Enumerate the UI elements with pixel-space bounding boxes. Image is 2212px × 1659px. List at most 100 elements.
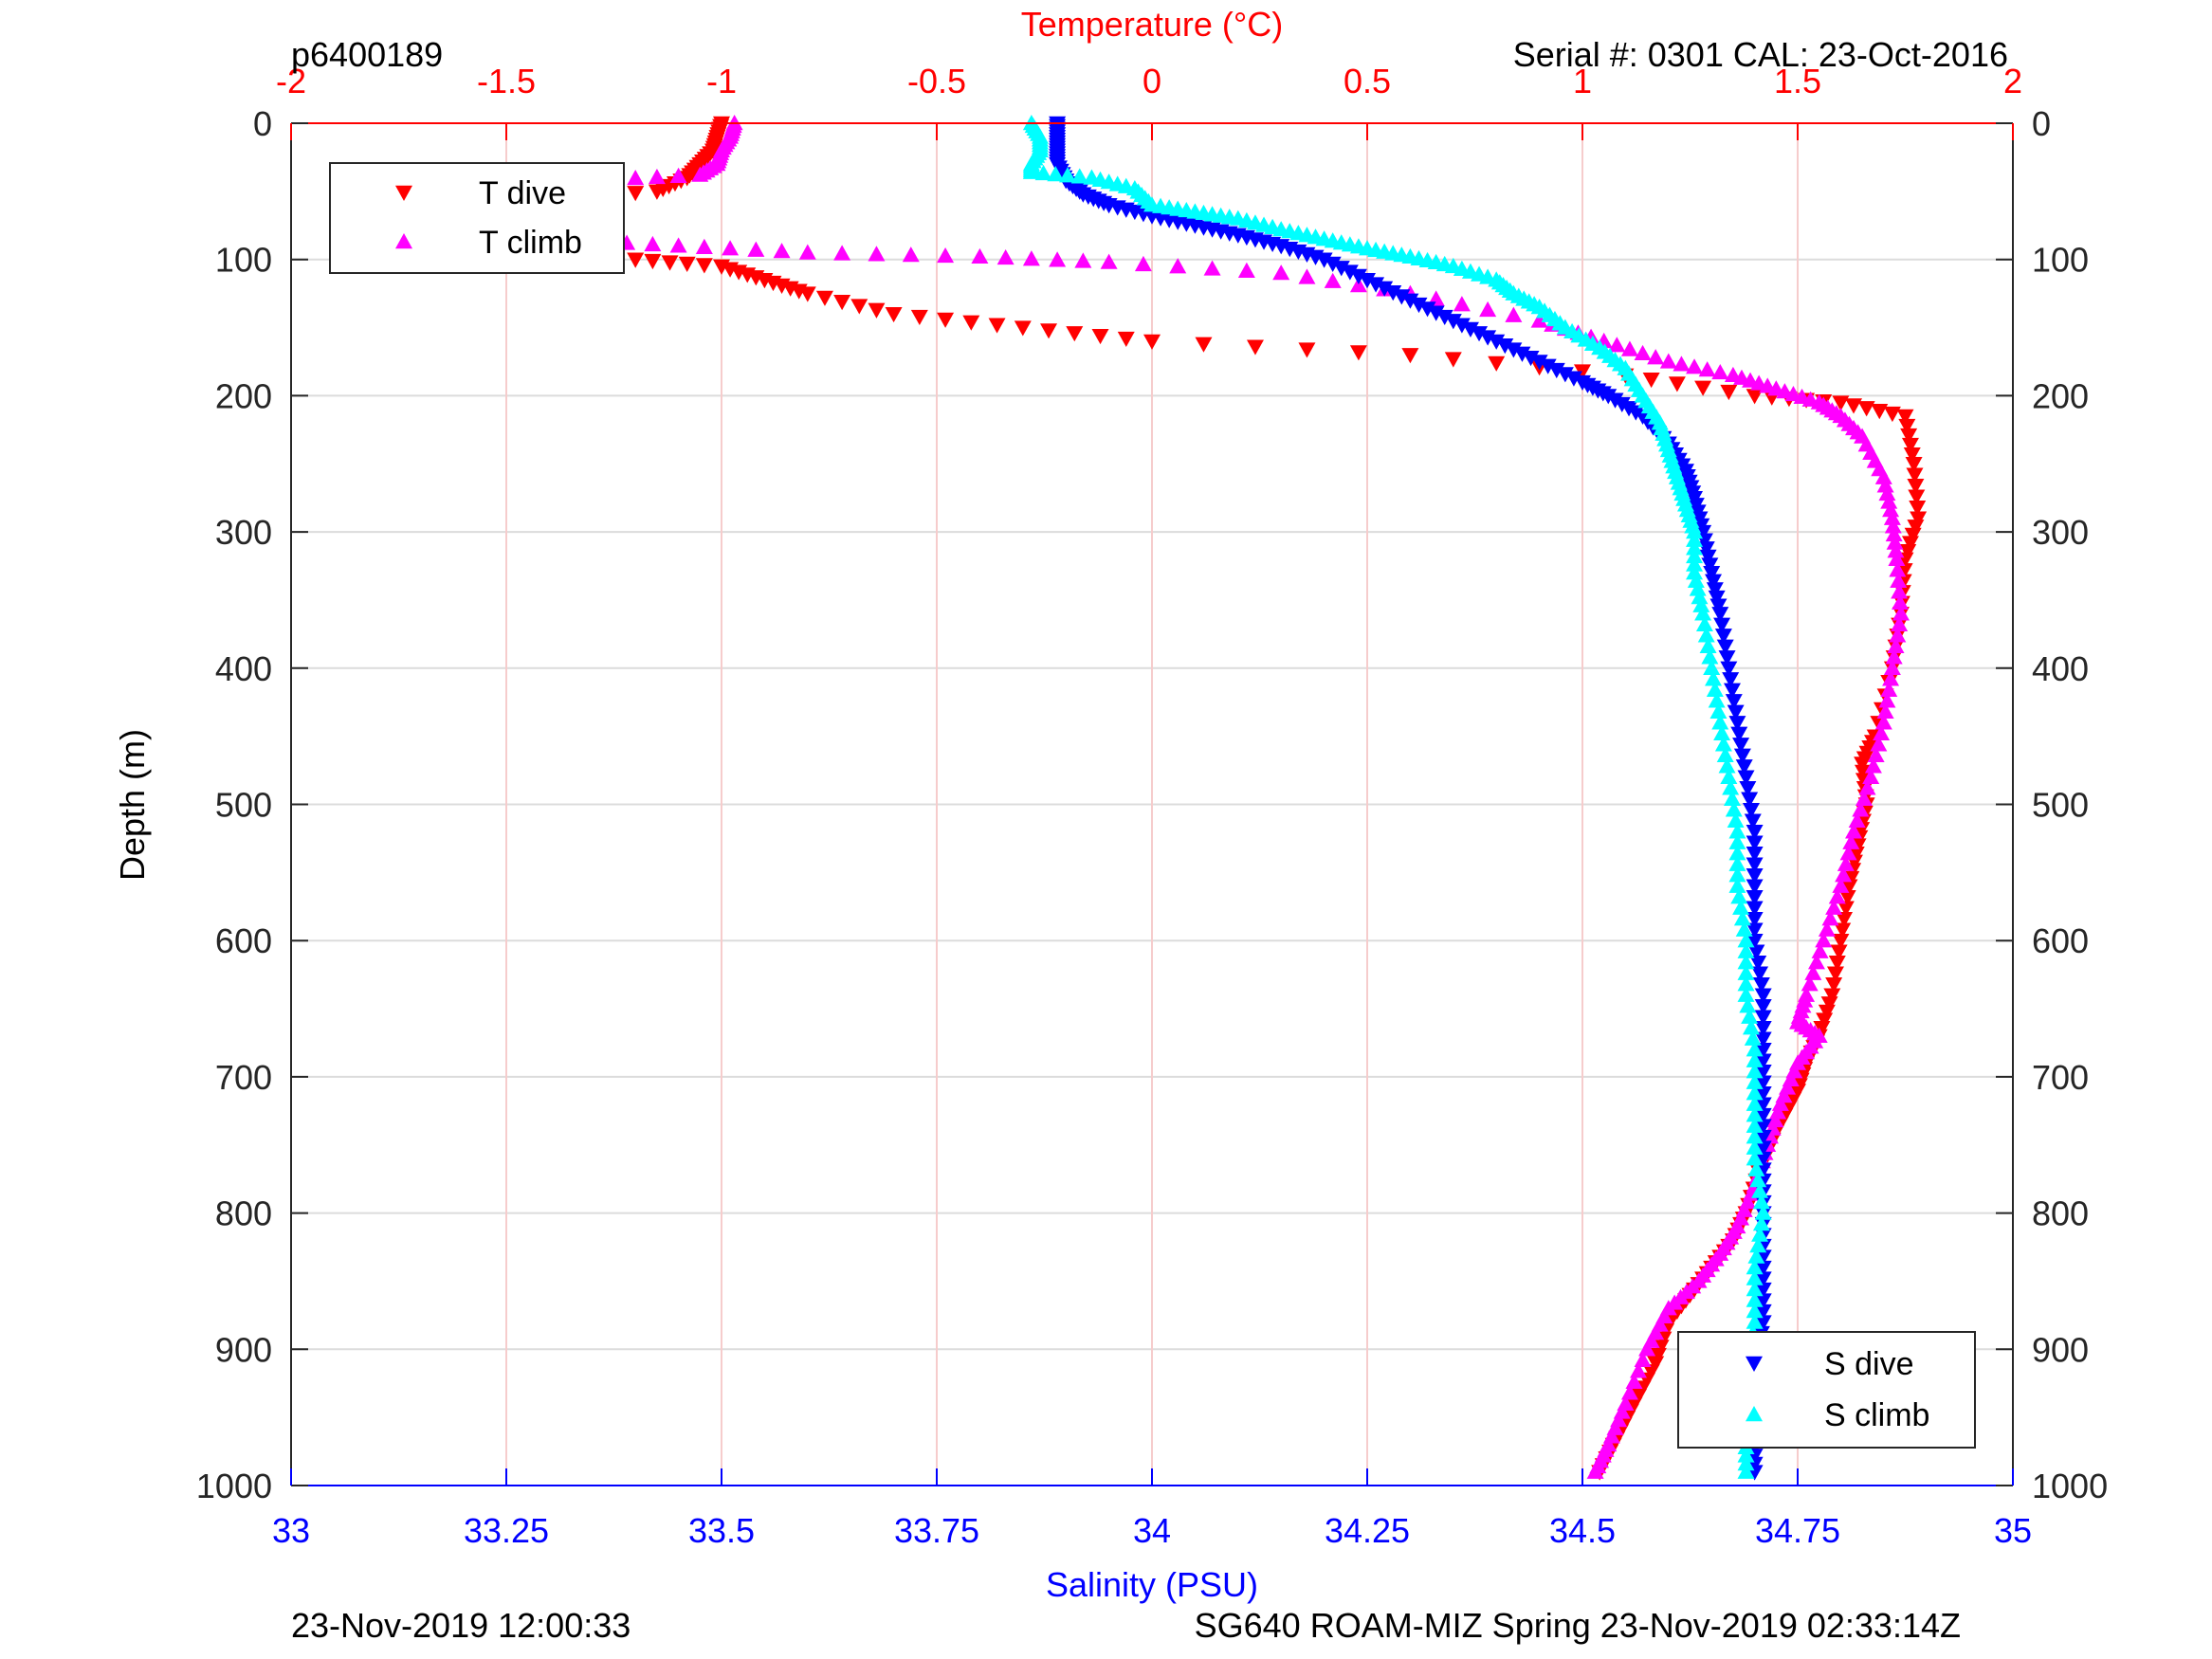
footer-right: SG640 ROAM-MIZ Spring 23-Nov-2019 02:33:… <box>1195 1606 1961 1645</box>
data-point <box>1716 746 1734 762</box>
y-tick-label-right: 300 <box>2032 513 2089 552</box>
data-point <box>1848 811 1866 828</box>
temperature-tick-label: 1 <box>1573 62 1592 100</box>
data-point <box>1479 301 1497 318</box>
data-point <box>1722 779 1740 795</box>
data-point <box>1705 670 1723 686</box>
data-point <box>1864 757 1882 774</box>
data-point <box>1723 683 1741 699</box>
data-point <box>1737 964 1755 980</box>
data-point <box>1703 566 1721 582</box>
data-point <box>1427 305 1445 321</box>
title-right: Serial #: 0301 CAL: 23-Oct-2016 <box>1513 35 2008 74</box>
data-point <box>1728 866 1746 883</box>
data-point <box>798 286 816 302</box>
data-point <box>1709 598 1728 614</box>
data-point <box>1298 342 1316 358</box>
data-point <box>1874 468 1892 484</box>
data-point <box>695 238 713 254</box>
data-point <box>678 256 696 273</box>
data-point <box>1725 694 1743 710</box>
legend-marker <box>1746 1356 1763 1372</box>
data-point <box>1444 352 1462 368</box>
data-point <box>1801 975 1819 992</box>
data-point <box>1673 356 1691 372</box>
data-point <box>1014 320 1032 337</box>
data-point <box>1720 768 1738 784</box>
data-point <box>1720 384 1738 401</box>
y-tick-label-left: 300 <box>215 513 272 552</box>
data-point <box>1315 252 1333 268</box>
data-point <box>1746 1051 1764 1067</box>
data-point <box>1237 262 1255 278</box>
data-point <box>1733 910 1751 926</box>
data-point <box>1754 1151 1772 1168</box>
data-point <box>1854 757 1872 773</box>
temperature-tick-label: -0.5 <box>907 62 966 100</box>
data-point <box>868 302 886 319</box>
data-point <box>1720 661 1738 677</box>
data-point <box>1754 1271 1772 1287</box>
data-point <box>1889 627 1907 643</box>
data-point <box>1730 888 1748 904</box>
data-point <box>850 299 868 315</box>
temperature-tick-label: -1 <box>706 62 737 100</box>
data-point <box>1496 338 1514 355</box>
data-point <box>1754 1129 1772 1146</box>
data-point <box>1900 428 1918 445</box>
data-point <box>1049 251 1067 267</box>
data-point <box>1522 350 1540 367</box>
data-point <box>627 252 645 268</box>
data-point <box>1887 542 1905 558</box>
data-point <box>1701 557 1719 574</box>
data-point <box>1737 770 1755 786</box>
data-point <box>1882 670 1900 686</box>
data-point <box>1749 1237 1767 1253</box>
data-point <box>1444 314 1462 330</box>
salinity-tick-label: 34.25 <box>1325 1511 1410 1550</box>
data-point <box>1728 833 1746 849</box>
data-point <box>1709 702 1728 719</box>
data-point <box>1547 362 1565 379</box>
data-point <box>1737 932 1755 948</box>
data-point <box>1876 702 1894 719</box>
data-point <box>1272 264 1290 281</box>
data-point <box>1298 268 1316 284</box>
data-point <box>1246 339 1264 356</box>
data-point <box>1479 330 1497 346</box>
data-point <box>1746 1303 1764 1319</box>
data-point <box>910 309 928 326</box>
data-point <box>1845 398 1863 414</box>
data-point <box>1886 534 1904 550</box>
y-tick-label-left: 400 <box>215 649 272 688</box>
data-point <box>1367 277 1385 293</box>
data-point <box>1890 572 1908 589</box>
data-point <box>1746 1073 1764 1089</box>
data-point <box>971 247 989 264</box>
data-point <box>1907 479 1925 495</box>
data-point <box>1711 714 1729 730</box>
data-point <box>1746 1117 1764 1133</box>
data-point <box>1117 331 1135 348</box>
data-point <box>1908 489 1926 505</box>
y-tick-label-left: 500 <box>215 786 272 825</box>
data-point <box>1034 164 1052 181</box>
data-point <box>1706 582 1724 598</box>
data-point <box>1904 527 1922 543</box>
data-point <box>1847 847 1865 863</box>
data-point <box>1885 648 1903 665</box>
data-point <box>1349 345 1367 361</box>
data-point <box>1746 825 1764 841</box>
data-point <box>1649 1347 1667 1364</box>
data-point <box>1741 792 1759 808</box>
data-point <box>1737 942 1755 958</box>
data-point <box>868 246 886 262</box>
data-point <box>1733 748 1751 764</box>
data-point <box>1901 437 1919 454</box>
data-point <box>1839 845 1857 861</box>
data-point <box>1746 835 1764 851</box>
data-point <box>1892 593 1910 611</box>
data-point <box>669 237 687 253</box>
data-point <box>1040 323 1058 339</box>
data-point <box>1324 272 1342 288</box>
